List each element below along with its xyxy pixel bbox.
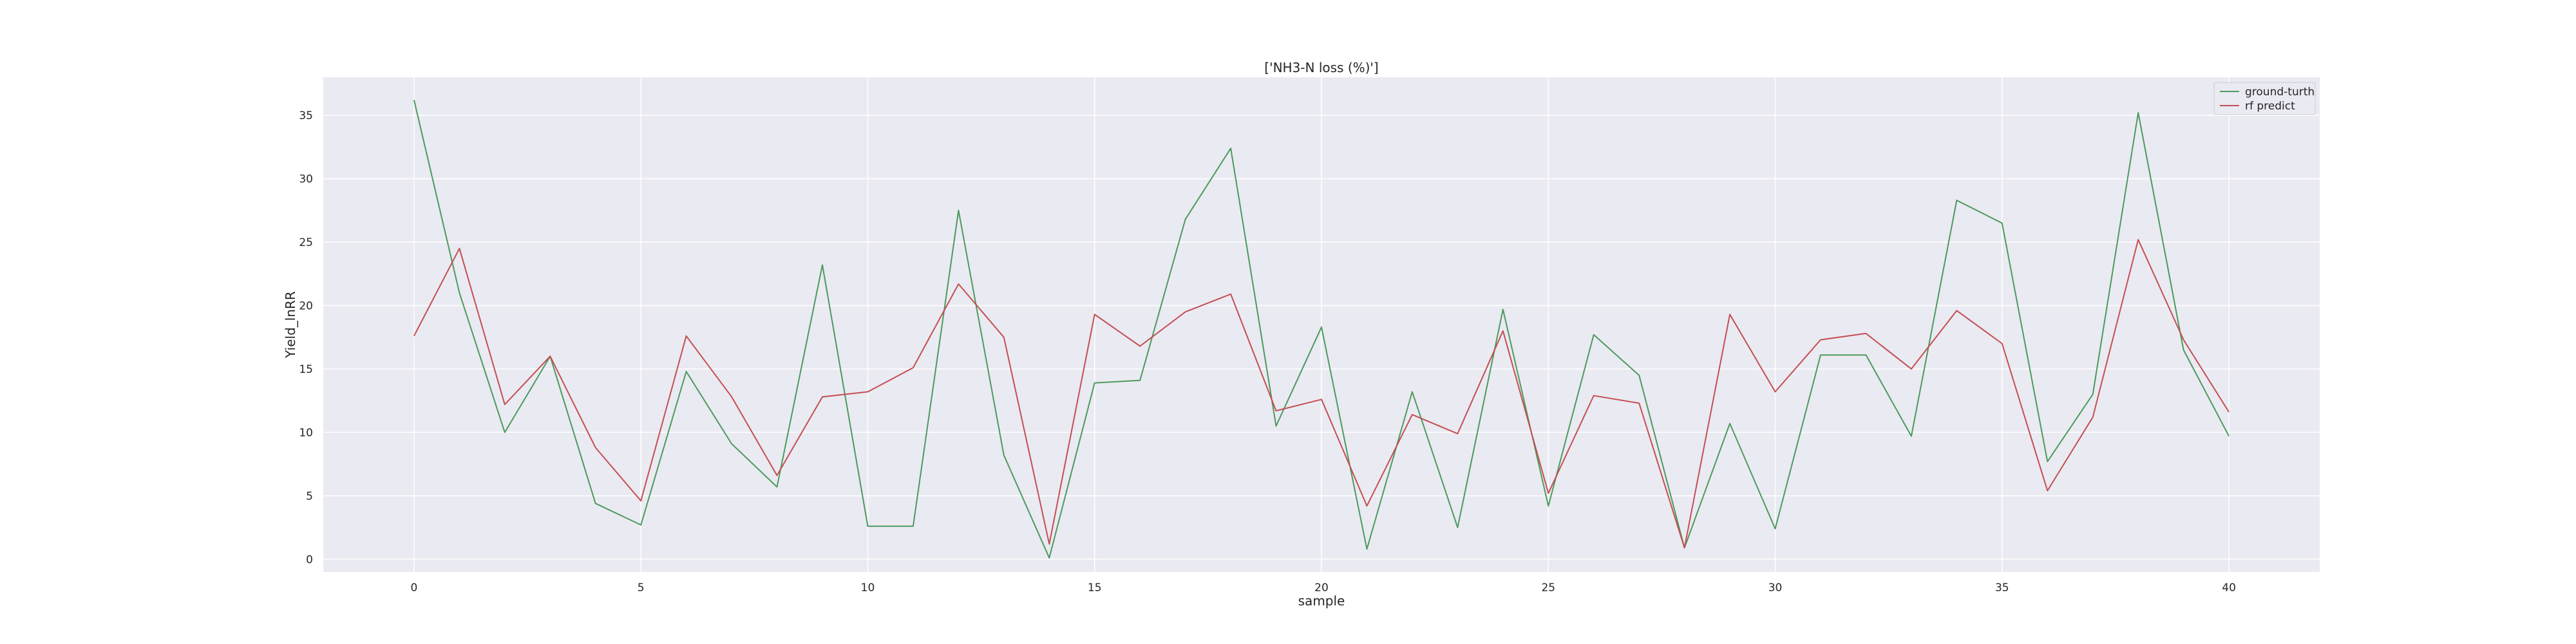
- y-tick-label: 15: [299, 363, 313, 376]
- legend-box: [2213, 82, 2316, 115]
- x-tick-label: 15: [1088, 582, 1102, 594]
- y-tick-label: 20: [299, 299, 313, 312]
- y-tick-label: 10: [299, 426, 313, 439]
- y-tick-label: 30: [299, 173, 313, 186]
- y-tick-label: 0: [306, 553, 313, 566]
- x-tick-label: 10: [861, 582, 875, 594]
- legend-label-rf-predict: rf predict: [2245, 100, 2295, 113]
- legend-label-ground-turth: ground-turth: [2245, 86, 2315, 99]
- y-tick-label: 5: [306, 490, 313, 503]
- y-axis-label: Yield_lnRR: [283, 291, 298, 359]
- grid-lines: [323, 77, 2320, 572]
- x-tick-label: 0: [410, 582, 417, 594]
- x-tick-label: 35: [1995, 582, 2009, 594]
- y-tick-labels: 0 5 10 15 20 25 30 35: [299, 109, 313, 566]
- series-line-ground-turth: [413, 100, 2230, 559]
- y-tick-label: 25: [299, 236, 313, 249]
- series-line-rf-predict: [413, 239, 2230, 549]
- x-tick-label: 30: [1768, 582, 1783, 594]
- x-tick-label: 25: [1541, 582, 1555, 594]
- x-axis-label: sample: [1298, 593, 1345, 609]
- x-tick-label: 20: [1314, 582, 1329, 594]
- x-tick-labels: 0 5 10 15 20 25 30 35 40: [410, 582, 2235, 594]
- legend: ground-turth rf predict: [2213, 82, 2316, 115]
- series-lines: [413, 100, 2230, 559]
- chart-title: ['NH3-N loss (%)']: [1264, 60, 1378, 75]
- y-tick-label: 35: [299, 109, 313, 122]
- x-tick-label: 40: [2222, 582, 2236, 594]
- x-tick-label: 5: [638, 582, 645, 594]
